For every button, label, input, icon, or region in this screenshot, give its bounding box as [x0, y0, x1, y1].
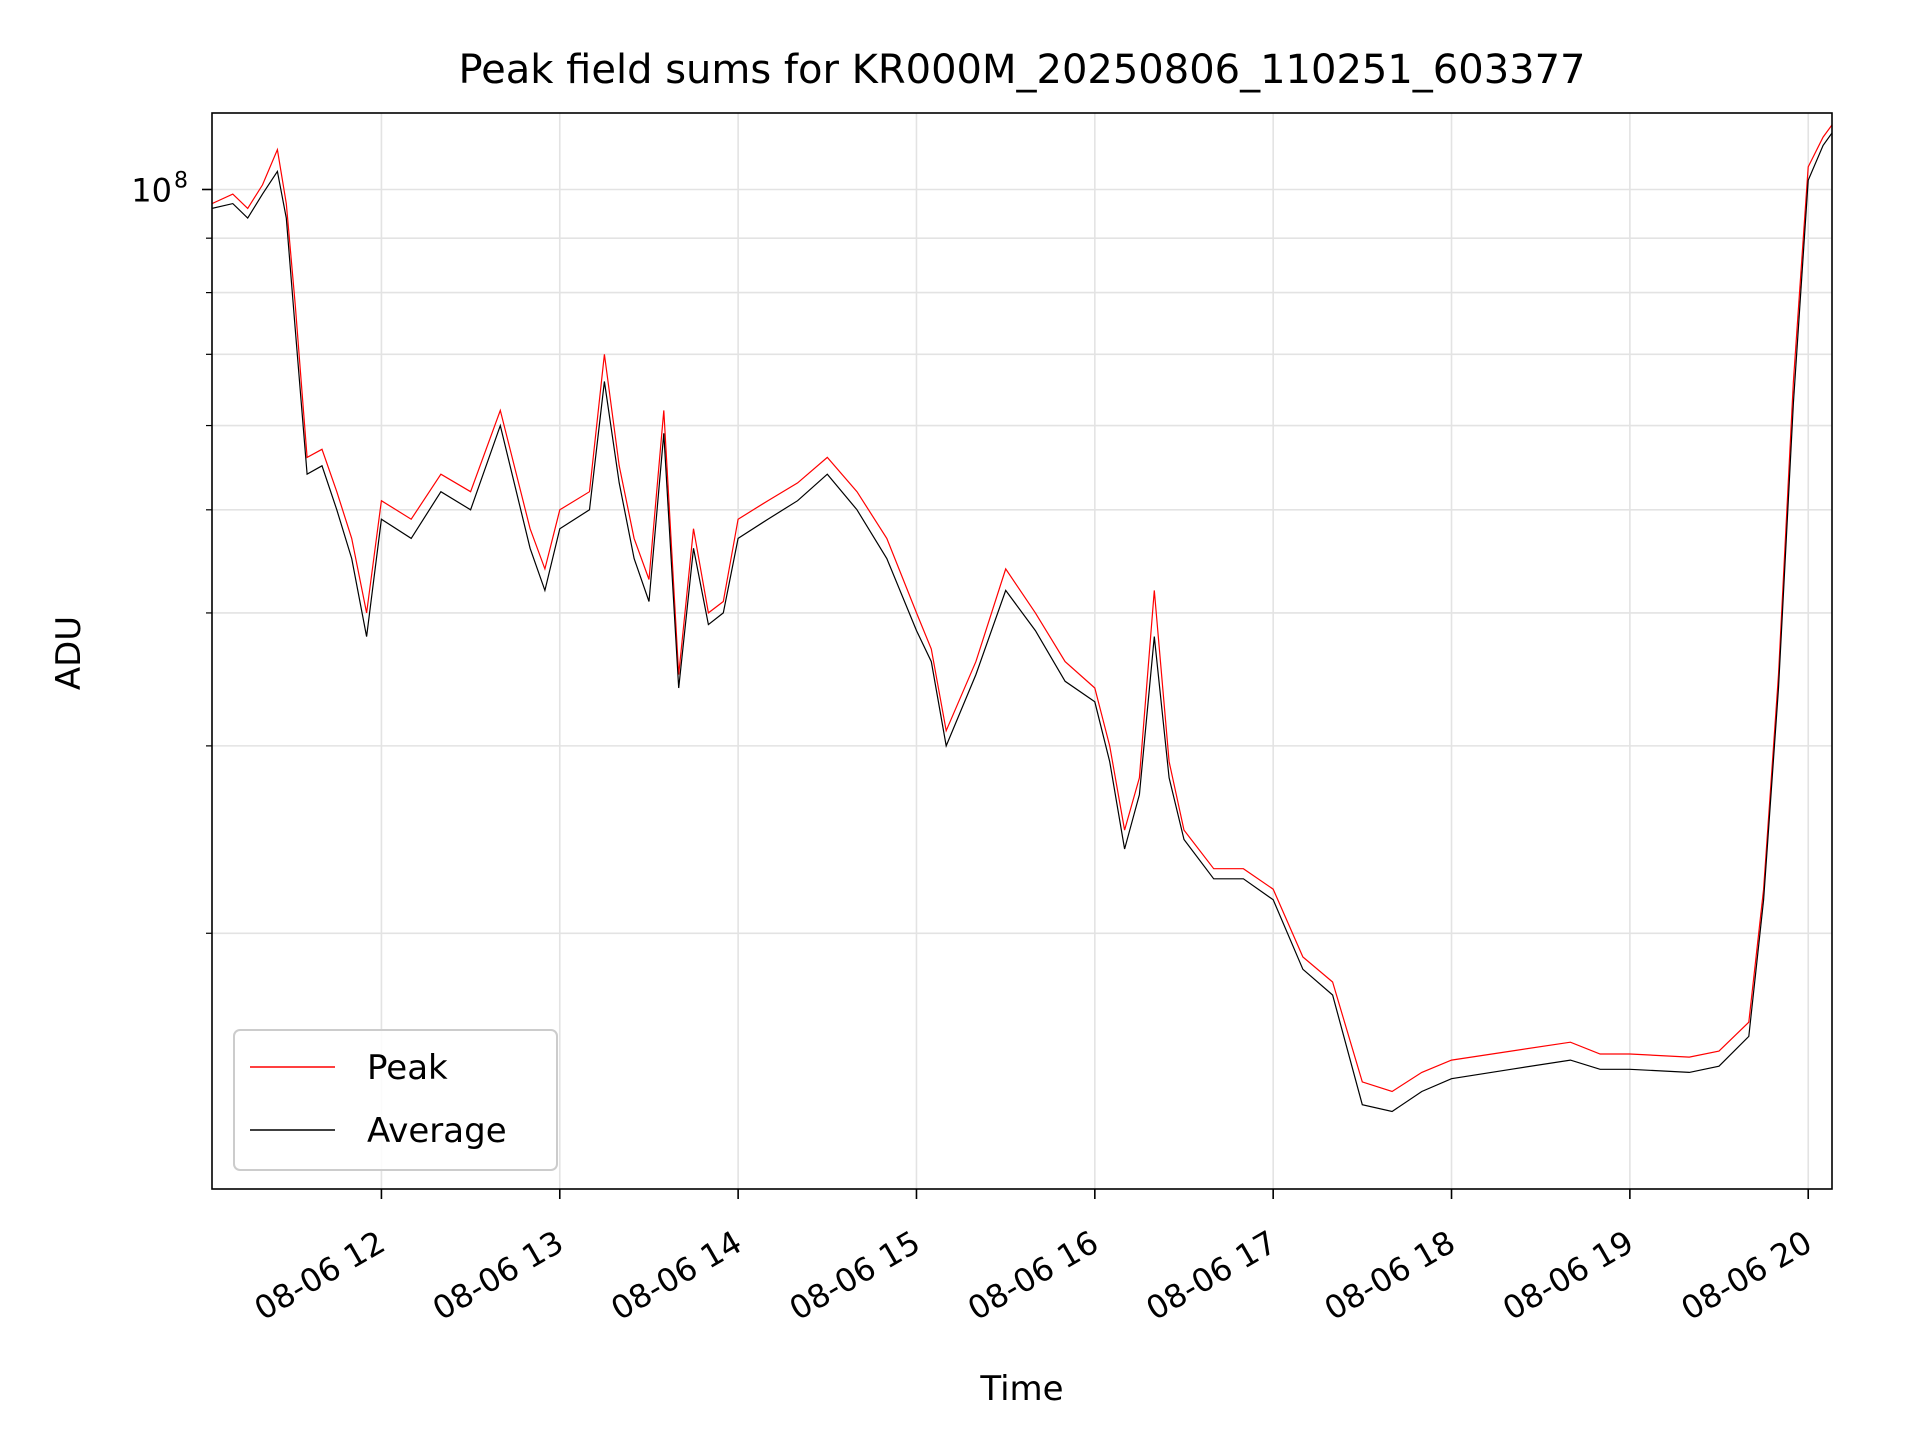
- y-tick-label: 10: [131, 171, 172, 209]
- legend-box: [233, 1029, 558, 1171]
- x-tick-label: 08-06 17: [1140, 1223, 1284, 1328]
- x-tick-label: 08-06 19: [1496, 1223, 1640, 1328]
- legend-label-average: Average: [367, 1111, 507, 1151]
- x-axis-label: Time: [979, 1369, 1063, 1409]
- grid: [212, 113, 1832, 1189]
- plot-area-frame: [211, 112, 1833, 1190]
- y-axis-label: ADU: [49, 616, 89, 690]
- legend-label-peak: Peak: [367, 1048, 448, 1088]
- series-line-peak: [212, 124, 1832, 1093]
- series-line-average: [212, 132, 1832, 1113]
- plot-lines: [212, 124, 1832, 1113]
- x-tick-label: 08-06 15: [783, 1223, 927, 1328]
- x-tick-label: 08-06 18: [1318, 1223, 1462, 1328]
- y-tick-label-exponent: 8: [174, 168, 188, 193]
- chart-title: Peak field sums for KR000M_20250806_1102…: [458, 47, 1585, 93]
- x-tick-label: 08-06 14: [605, 1223, 749, 1328]
- legend: Peak Average: [233, 1029, 558, 1171]
- x-tick-label: 08-06 13: [426, 1223, 570, 1328]
- x-tick-label: 08-06 16: [961, 1223, 1105, 1328]
- x-tick-label: 08-06 20: [1675, 1223, 1819, 1328]
- x-tick-label: 08-06 12: [248, 1223, 392, 1328]
